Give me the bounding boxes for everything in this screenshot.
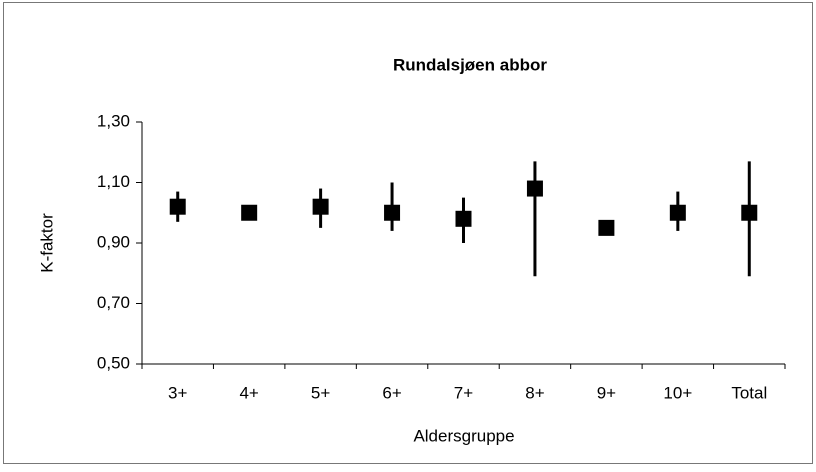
marker — [169, 198, 186, 215]
chart-title: Rundalsjøen abbor — [393, 55, 547, 74]
y-axis-label: K-faktor — [37, 213, 56, 273]
y-tick-label: 0,70 — [97, 293, 130, 312]
x-tick-label: 4+ — [239, 383, 258, 402]
x-tick-label: Total — [731, 383, 767, 402]
marker — [526, 180, 543, 197]
y-tick-label: 0,50 — [97, 353, 130, 372]
marker — [241, 204, 258, 221]
x-tick-label: 8+ — [525, 383, 544, 402]
marker — [312, 198, 329, 215]
x-axis-label: Aldersgruppe — [413, 426, 514, 445]
marker — [598, 219, 615, 236]
y-tick-label: 0,90 — [97, 232, 130, 251]
x-tick-label: 3+ — [168, 383, 187, 402]
y-tick-label: 1,30 — [97, 111, 130, 130]
x-tick-label: 10+ — [663, 383, 692, 402]
marker — [669, 204, 686, 221]
marker — [384, 204, 401, 221]
x-tick-label: 7+ — [454, 383, 473, 402]
x-tick-label: 5+ — [311, 383, 330, 402]
x-tick-label: 6+ — [382, 383, 401, 402]
marker — [455, 210, 472, 227]
chart-frame — [3, 2, 813, 464]
x-tick-label: 9+ — [597, 383, 616, 402]
y-tick-label: 1,10 — [97, 172, 130, 191]
marker — [741, 204, 758, 221]
